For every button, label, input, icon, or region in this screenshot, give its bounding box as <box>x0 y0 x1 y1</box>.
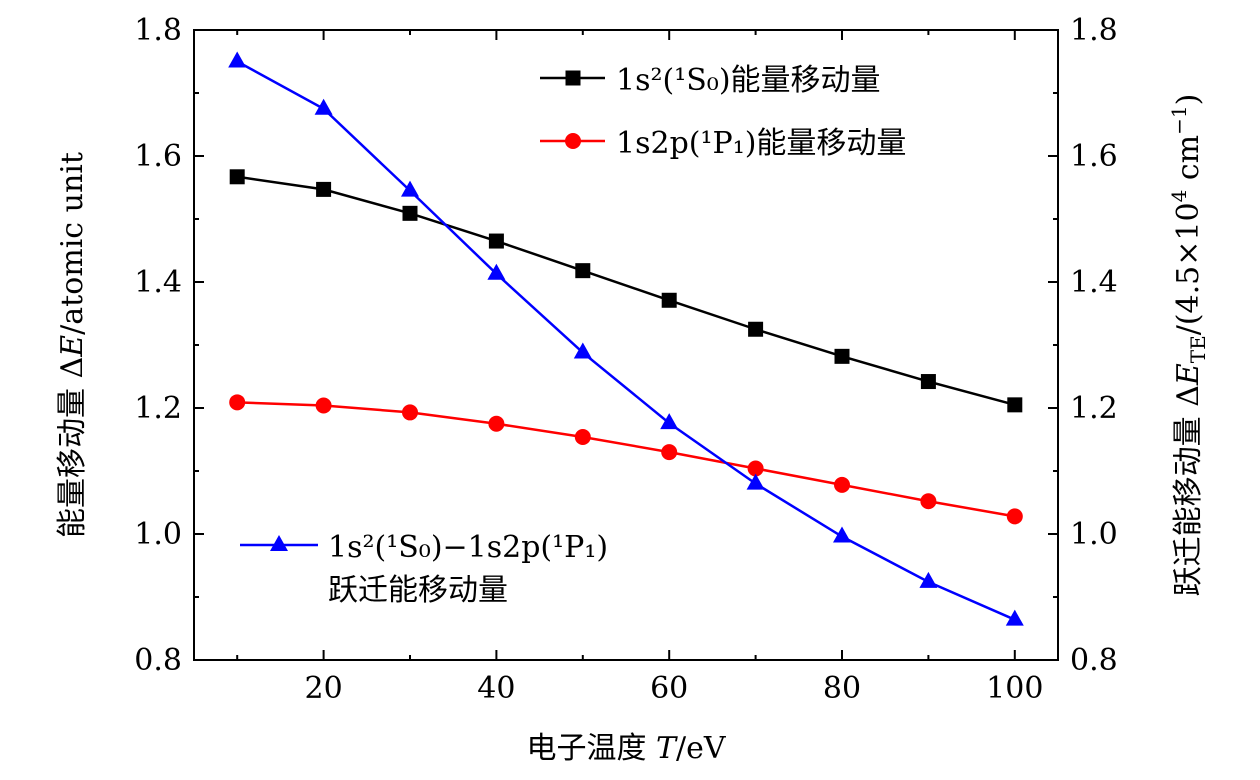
legend-entry-2: 1s2p(¹P₁)能量移动量 <box>540 126 906 161</box>
series-0 <box>229 169 1023 413</box>
data-point <box>748 321 764 337</box>
x-tick-label-0: 20 <box>305 671 343 706</box>
data-point <box>661 292 677 308</box>
data-point <box>834 476 850 493</box>
y2-tick-label-4: 1.6 <box>1070 139 1118 174</box>
y2-tick-label-2: 1.2 <box>1070 391 1118 426</box>
data-point <box>314 98 333 115</box>
series-line-1 <box>237 401 1016 518</box>
data-point <box>661 444 678 461</box>
legend-entry-3: 1s²(¹S₀)−1s2p(¹P₁) 跃迁能移动量 <box>240 530 608 608</box>
y2-tick-label-5: 1.8 <box>1070 13 1118 48</box>
data-point <box>920 493 937 510</box>
legend-entry-1: 1s²(¹S₀)能量移动量 <box>540 63 881 98</box>
series-line-0 <box>237 175 1016 407</box>
plot-frame <box>193 29 1059 661</box>
data-point <box>919 571 938 588</box>
y-tick-label-4: 1.6 <box>134 139 182 174</box>
data-point <box>746 473 765 490</box>
axis-ticks: 20 40 60 80 100 0.8 1.0 1.2 1.4 1.6 1.8 0.8 1.0 1.2 1.… <box>134 13 1117 706</box>
data-point <box>747 460 764 477</box>
data-point <box>833 526 851 543</box>
data-point <box>1005 609 1024 626</box>
y-tick-label-5: 1.8 <box>134 13 182 48</box>
y-axis-label: 能量移动量 ΔE/atomic unit <box>55 152 90 538</box>
data-point <box>402 404 418 421</box>
x-tick-label-3: 80 <box>823 671 861 706</box>
data-point <box>402 205 418 221</box>
x-tick-label-2: 60 <box>650 671 688 706</box>
legend-label-3-line2: 跃迁能移动量 <box>328 573 508 608</box>
data-point <box>1006 508 1023 525</box>
data-point <box>228 51 247 68</box>
data-point <box>229 394 246 411</box>
legend-label-2: 1s2p(¹P₁)能量移动量 <box>616 126 906 161</box>
data-point <box>229 169 245 185</box>
data-point <box>660 413 679 430</box>
data-point <box>488 415 505 432</box>
data-point <box>574 428 591 445</box>
series-layer <box>228 51 1024 626</box>
data-point <box>315 397 332 414</box>
x-tick-label-1: 40 <box>477 671 515 706</box>
y2-tick-label-1: 1.0 <box>1070 517 1118 552</box>
data-point <box>573 342 592 359</box>
data-point <box>575 263 591 279</box>
x-axis-label: 电子温度 T/eV <box>526 731 726 766</box>
data-point <box>920 374 936 390</box>
series-2 <box>228 51 1024 626</box>
legend: 1s²(¹S₀)能量移动量 1s2p(¹P₁)能量移动量 1s²(¹S₀)−1s… <box>240 63 906 608</box>
legend-label-3-line1: 1s²(¹S₀)−1s2p(¹P₁) <box>328 530 608 565</box>
data-point <box>1007 397 1023 413</box>
legend-label-1: 1s²(¹S₀)能量移动量 <box>616 63 881 98</box>
y2-tick-label-0: 0.8 <box>1070 643 1118 678</box>
series-line-2 <box>236 60 1016 621</box>
data-point <box>488 233 504 249</box>
data-point <box>401 180 419 197</box>
data-point <box>834 348 850 364</box>
y-tick-label-2: 1.2 <box>134 391 182 426</box>
y-tick-label-1: 1.0 <box>134 517 182 552</box>
data-point <box>487 263 506 280</box>
y2-axis-label: 跃迁能移动量 ΔETE/(4.5×104 cm−1) <box>1167 94 1210 597</box>
y-tick-label-3: 1.4 <box>134 265 182 300</box>
data-point <box>316 181 332 197</box>
x-tick-label-4: 100 <box>986 671 1043 706</box>
series-1 <box>229 394 1023 525</box>
y-tick-label-0: 0.8 <box>134 643 182 678</box>
y2-tick-label-3: 1.4 <box>1070 265 1118 300</box>
